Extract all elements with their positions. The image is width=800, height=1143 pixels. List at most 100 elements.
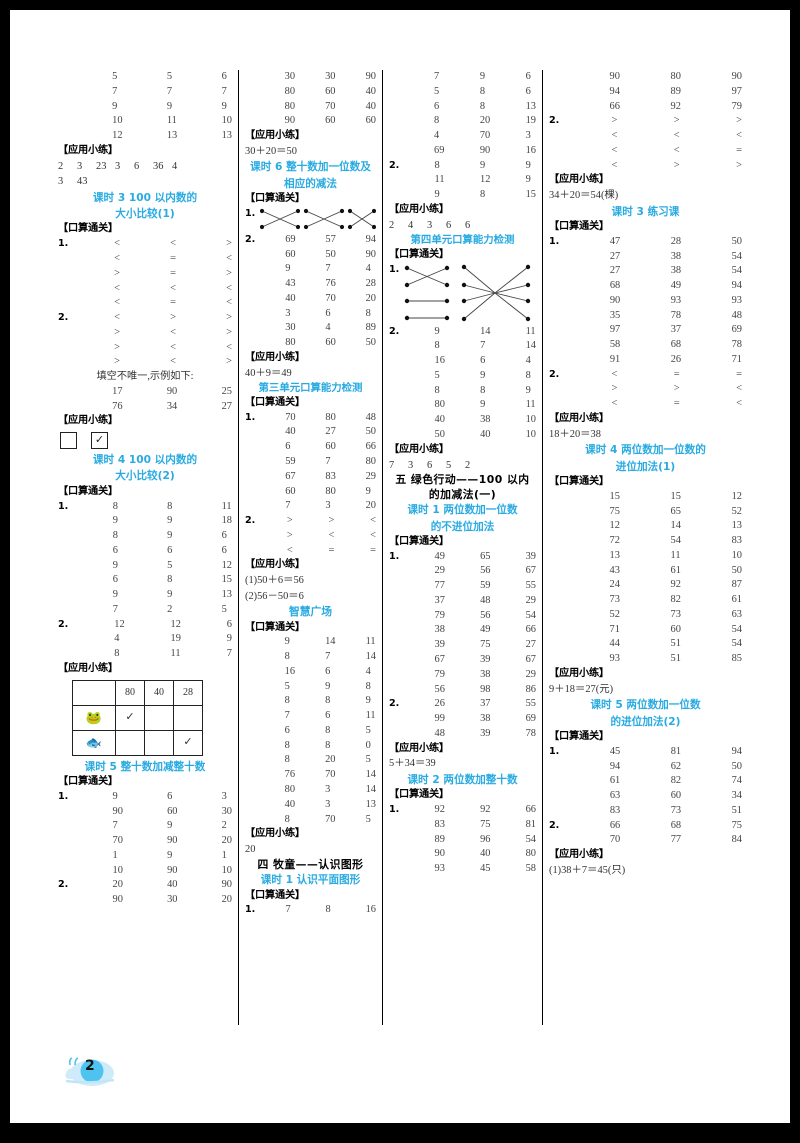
answer-cell: 83 <box>609 804 621 816</box>
answer-cell: 27 <box>609 265 621 277</box>
answer-row: 1. 9 6 3 <box>58 790 232 805</box>
answer-row: 4 70 3 <box>389 129 536 144</box>
row-number: 1. <box>549 745 560 757</box>
answer-cell: 38 <box>434 624 445 636</box>
row-number: 1. <box>245 904 256 916</box>
answer-row: 80 3 14 <box>245 783 376 798</box>
row-number <box>58 85 112 100</box>
answer-cell: 19 <box>525 115 536 127</box>
answer-cell: 4 <box>365 263 371 275</box>
answer-key-page: 5 5 6 7 7 7 9 9 9 10 11 10 12 13 13 【应用小练】 2 3 23 3 6 36 4 3 43 课… <box>10 10 790 1123</box>
answer-cell: 6 <box>525 71 531 82</box>
answer-cell: < <box>611 144 618 156</box>
row-number <box>389 398 435 413</box>
answer-row: 67 83 29 <box>245 470 376 485</box>
row-number <box>389 594 435 609</box>
answer-cell: 9 <box>112 100 118 112</box>
lesson-title-line: 的进位加法(2) <box>610 715 681 728</box>
answer-cell: 8 <box>434 340 440 352</box>
answer-cell: < <box>170 341 176 353</box>
answer-cell: = <box>736 368 742 380</box>
row-number: 1. <box>58 790 69 802</box>
answer-cell: 5 <box>446 459 452 471</box>
answer-row: 37 48 29 <box>389 594 536 609</box>
answer-cell: 3 <box>325 500 331 512</box>
answer-cell: 60 <box>670 623 681 635</box>
answer-cell: 27 <box>525 639 536 651</box>
answer-cell: 30 <box>325 71 336 82</box>
row-number <box>245 529 287 544</box>
answer-grid: 1. 47 28 50 27 38 54 27 38 54 68 49 94 90 93 93 35 78 48 97… <box>549 235 742 368</box>
checkbox[interactable]: ✓ <box>91 432 108 450</box>
answer-cell: 12 <box>114 618 125 630</box>
row-number <box>245 336 285 351</box>
answer-cell: 40 <box>434 414 445 426</box>
answer-cell: > <box>226 312 232 324</box>
row-number <box>245 665 285 680</box>
answer-cell: < <box>673 130 680 142</box>
answer-cell: 5 <box>167 559 173 571</box>
answer-cell: 69 <box>285 233 296 245</box>
row-number <box>549 294 610 309</box>
row-number <box>389 85 434 100</box>
answer-cell: 16 <box>525 144 536 156</box>
answer-row: 52 73 63 <box>549 608 742 623</box>
answer-cell: > <box>114 356 120 368</box>
answer-cell: 56 <box>480 565 491 577</box>
answer-row: 9 8 15 <box>389 188 536 203</box>
row-number <box>58 864 113 879</box>
answer-cell: 9 <box>480 399 486 411</box>
answer-row: 58 68 78 <box>549 338 742 353</box>
section-header: 【应用小练】 <box>389 742 449 754</box>
answer-row: 2. 9 14 11 <box>389 325 536 340</box>
lesson-title: 课时 5 整十数加减整十数 <box>58 759 232 775</box>
answer-cell: 14 <box>365 651 376 663</box>
answer-cell: 7 <box>112 603 118 615</box>
frog-icon: 🐸 <box>72 704 116 731</box>
answer-cell: 44 <box>609 638 620 650</box>
answer-cell: 96 <box>480 833 491 845</box>
answer-row: 63 60 34 <box>549 789 742 804</box>
answer-cell: 50 <box>731 235 742 247</box>
answer-cell: 7 <box>226 648 232 660</box>
answer-row: > = > <box>58 267 232 282</box>
answer-row: 8 20 5 <box>245 753 376 768</box>
row-number <box>245 248 285 263</box>
answer-cell: 2 <box>221 820 227 832</box>
row-number <box>549 637 610 652</box>
check-icon: ✓ <box>183 736 193 749</box>
answer-cell: 7 <box>166 85 173 97</box>
answer-row: 80 60 40 <box>245 85 376 100</box>
lesson-title-line: 课时 1 两位数加一位数 <box>407 504 518 517</box>
answer-cell: 6 <box>221 544 227 556</box>
answer-row: 8 9 6 <box>58 529 232 544</box>
answer-cell: 90 <box>221 879 232 891</box>
answer-row: 73 82 61 <box>549 593 742 608</box>
answer-grid: 2. 8 9 9 11 12 9 9 8 15 <box>389 159 536 203</box>
answer-cell: 90 <box>112 894 123 906</box>
answer-cell: 12 <box>609 520 620 532</box>
answer-cell: 3 <box>285 307 291 319</box>
answer-cell: 8 <box>325 739 331 751</box>
row-number: 2. <box>58 312 69 324</box>
lesson-title-line: 课时 5 整十数加减整十数 <box>84 760 206 773</box>
answer-cell: 92 <box>670 579 681 591</box>
answer-cell: 43 <box>77 176 88 188</box>
answer-cell: 12 <box>480 174 491 186</box>
unit-title: 五 绿色行动——100 以内 的加减法(一) <box>389 473 536 502</box>
answer-row: 67 39 67 <box>389 653 536 668</box>
page-number: 2 <box>85 1058 95 1074</box>
answer-cell: 43 <box>609 564 620 576</box>
answer-cell: 26 <box>670 353 682 365</box>
checkbox[interactable] <box>60 432 77 450</box>
answer-cell: 98 <box>480 683 491 695</box>
row-number <box>58 400 112 415</box>
answer-row: 50 40 10 <box>389 428 536 443</box>
section-header: 【应用小练】 <box>549 413 609 425</box>
answer-cell: 48 <box>731 309 742 321</box>
row-number <box>389 173 435 188</box>
answer-cell: 8 <box>325 695 331 707</box>
answer-cell: 50 <box>365 337 376 349</box>
answer-cell: 59 <box>480 580 491 592</box>
row-number <box>389 188 435 203</box>
